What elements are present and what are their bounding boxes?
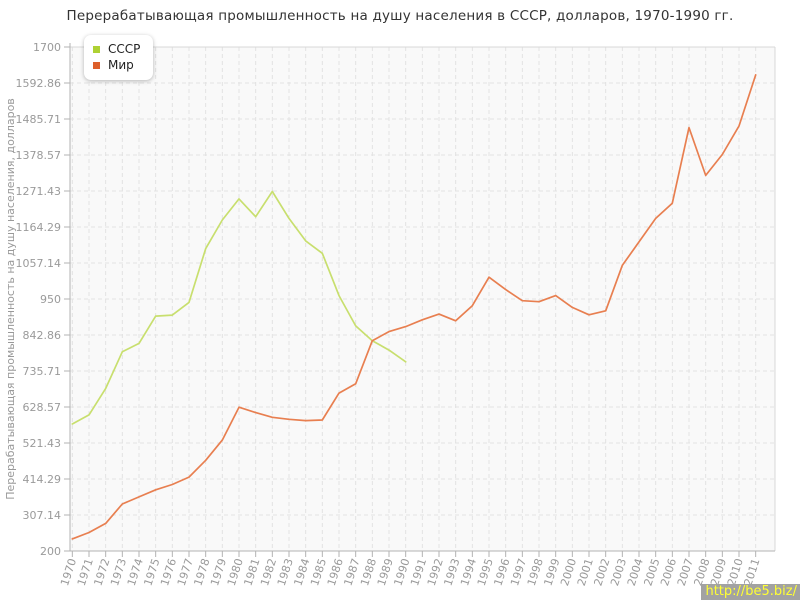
- legend: СССР Мир: [84, 35, 154, 80]
- watermark-link[interactable]: http://be5.biz/: [701, 584, 800, 600]
- y-tick-label: 1485.71: [16, 113, 62, 126]
- legend-label-ussr: СССР: [108, 42, 141, 56]
- y-tick-label: 1057.14: [16, 257, 62, 270]
- y-tick-label: 414.29: [23, 473, 62, 486]
- y-axis-title: Перерабатывающая промышленность на душу …: [4, 98, 17, 500]
- legend-label-mir: Мир: [108, 58, 134, 72]
- legend-swatch-mir: [93, 62, 100, 69]
- y-tick-label: 1271.43: [16, 185, 62, 198]
- legend-item-ussr: СССР: [93, 42, 140, 57]
- y-tick-label: 521.43: [23, 437, 62, 450]
- y-tick-label: 1592.86: [16, 77, 62, 90]
- y-tick-label: 842.86: [23, 329, 62, 342]
- y-tick-label: 1378.57: [16, 149, 62, 162]
- legend-item-mir: Мир: [93, 58, 140, 73]
- y-tick-label: 1164.29: [16, 221, 62, 234]
- chart-title: Перерабатывающая промышленность на душу …: [66, 8, 734, 24]
- series-line-ussr: [71, 190, 407, 425]
- y-tick-label: 628.57: [23, 401, 62, 414]
- y-tick-label: 735.71: [23, 365, 62, 378]
- y-tick-label: 200: [40, 545, 61, 558]
- y-tick-label: 307.14: [23, 509, 62, 522]
- y-tick-label: 1700: [33, 41, 61, 54]
- series-line-mir: [71, 74, 757, 540]
- legend-swatch-ussr: [93, 46, 100, 53]
- y-tick-label: 950: [40, 293, 61, 306]
